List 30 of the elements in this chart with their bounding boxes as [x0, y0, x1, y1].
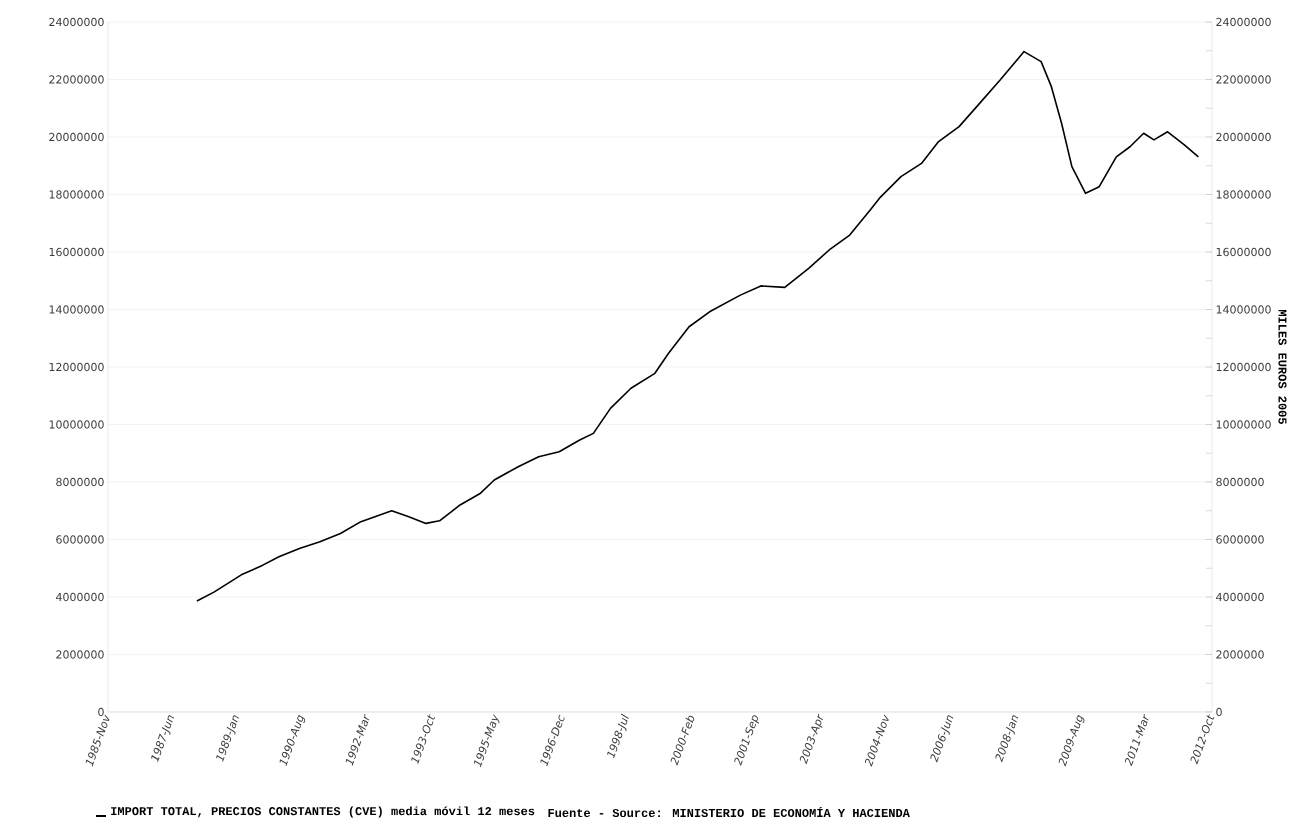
y-tick-label: 6000000 — [56, 535, 104, 544]
y2-axis-title: MILES EUROS 2005 — [1278, 309, 1287, 424]
y-tick-label: 14000000 — [49, 305, 104, 314]
y2-tick-label: 18000000 — [1216, 190, 1271, 199]
y-tick-label: 20000000 — [49, 132, 104, 142]
line-series — [196, 50, 1200, 602]
y2-tick-label: 6000000 — [1216, 535, 1264, 544]
y-tick-label: 12000000 — [49, 362, 104, 372]
y2-tick-label: 24000000 — [1216, 17, 1271, 27]
source-note: Fuente - Source: MINISTERIO DE ECONOMÍA Y HACIENDA — [548, 806, 910, 818]
y2-tick-label: 20000000 — [1216, 132, 1271, 142]
y2-tick-label: 22000000 — [1216, 75, 1271, 84]
y-tick-label: 22000000 — [49, 75, 104, 84]
y-tick-label: 18000000 — [49, 190, 104, 199]
y-tick-label: 16000000 — [49, 247, 104, 257]
y2-tick-label: 4000000 — [1216, 592, 1264, 602]
y-tick-label: 8000000 — [56, 477, 104, 487]
y2-tick-label: 10000000 — [1216, 420, 1271, 429]
y2-tick-label: 2000000 — [1216, 650, 1264, 659]
y-tick-label: 10000000 — [49, 420, 104, 429]
y2-tick-label: 14000000 — [1216, 305, 1271, 314]
y2-tick-label: 16000000 — [1216, 247, 1271, 257]
y-tick-label: 2000000 — [56, 650, 104, 659]
y2-tick-label: 12000000 — [1216, 362, 1271, 372]
y-tick-label: 0 — [98, 707, 104, 717]
y-tick-label: 24000000 — [49, 17, 104, 27]
y2-tick-label: 0 — [1216, 707, 1222, 717]
y2-tick-label: 8000000 — [1216, 477, 1264, 487]
y-tick-label: 4000000 — [56, 592, 104, 602]
legend-label: IMPORT TOTAL, PRECIOS CONSTANTES (CVE) media móvil 12 meses — [111, 806, 535, 818]
